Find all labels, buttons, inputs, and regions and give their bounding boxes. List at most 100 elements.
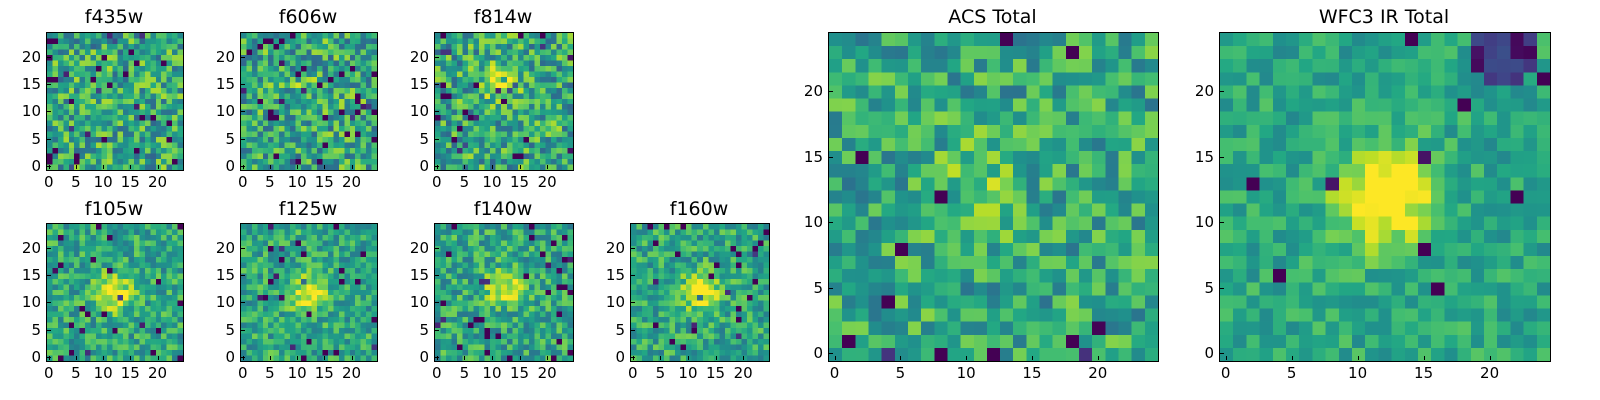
y-tick-label: 0	[31, 348, 41, 367]
x-tick-mark	[157, 165, 159, 169]
x-tick-mark	[324, 356, 326, 360]
x-tick-label: 15	[314, 364, 334, 382]
x-tick-mark	[547, 356, 549, 360]
x-tick-label: 10	[93, 364, 113, 382]
x-tick-label: 20	[537, 173, 557, 191]
x-tick-mark	[1489, 356, 1491, 360]
y-tick-mark	[1220, 222, 1224, 224]
y-tick-label: 5	[1204, 278, 1214, 297]
y-tick-label: 5	[419, 320, 429, 339]
x-tick-label: 15	[1022, 364, 1042, 382]
x-tick-label: 0	[431, 364, 442, 382]
x-tick-mark	[157, 356, 159, 360]
x-tick-mark	[130, 356, 132, 360]
panel-f105w: f105w 0 5 10 15 20 0 5 10 15 20	[0, 198, 200, 400]
y-tick-mark	[241, 329, 245, 331]
x-tick-label: 10	[1348, 364, 1368, 382]
image-frame	[240, 223, 378, 362]
y-tick-label: 10	[21, 293, 41, 312]
x-tick-mark	[1291, 356, 1293, 360]
y-tick-label: 5	[813, 278, 823, 297]
x-tick-label: 15	[510, 364, 530, 382]
x-tick-label: 10	[93, 173, 113, 191]
image-frame	[828, 32, 1159, 362]
x-tick-label: 0	[627, 364, 638, 382]
y-tick-label: 5	[225, 129, 235, 148]
y-tick-mark	[631, 275, 635, 277]
x-tick-label: 5	[459, 364, 470, 382]
panel-title: f814w	[473, 6, 533, 28]
x-tick-label: 20	[341, 173, 362, 191]
x-tick-mark	[75, 356, 77, 360]
x-tick-mark	[1097, 356, 1099, 360]
x-tick-mark	[297, 165, 299, 169]
image-frame	[46, 223, 184, 362]
y-tick-mark	[631, 247, 635, 249]
cutout-image	[47, 224, 183, 361]
y-tick-label: 20	[409, 47, 429, 66]
y-tick-mark	[241, 138, 245, 140]
x-tick-mark	[464, 165, 466, 169]
x-tick-mark	[743, 356, 745, 360]
x-tick-label: 15	[706, 364, 726, 382]
cutout-image	[47, 33, 183, 170]
y-tick-label: 0	[1204, 344, 1214, 363]
y-tick-label: 0	[813, 344, 823, 363]
y-tick-mark	[47, 302, 51, 304]
cutout-image	[829, 33, 1158, 361]
y-tick-mark	[435, 275, 439, 277]
y-tick-mark	[435, 56, 439, 58]
x-tick-mark	[519, 165, 521, 169]
panel-title: f105w	[84, 198, 144, 220]
y-tick-label: 15	[409, 266, 429, 285]
y-tick-mark	[631, 329, 635, 331]
x-tick-mark	[547, 165, 549, 169]
panel-title: f435w	[84, 6, 144, 28]
y-tick-mark	[47, 84, 51, 86]
x-tick-mark	[491, 356, 493, 360]
x-tick-mark	[130, 165, 132, 169]
panel-title: WFC3 IR Total	[1318, 6, 1450, 28]
y-tick-mark	[829, 353, 833, 355]
y-tick-mark	[631, 302, 635, 304]
y-tick-mark	[241, 275, 245, 277]
x-tick-mark	[297, 356, 299, 360]
y-tick-mark	[829, 156, 833, 158]
y-tick-label: 20	[605, 238, 625, 257]
panel-f125w: f125w 0 5 10 15 20 0 5 10 15 20	[200, 198, 400, 400]
y-tick-mark	[435, 302, 439, 304]
y-tick-label: 10	[803, 213, 823, 232]
y-tick-label: 0	[419, 348, 429, 367]
x-tick-mark	[324, 165, 326, 169]
x-tick-label: 5	[1286, 364, 1297, 382]
y-tick-label: 20	[215, 238, 235, 257]
panel-title: f125w	[278, 198, 338, 220]
y-tick-label: 0	[419, 157, 429, 176]
x-tick-label: 5	[265, 364, 275, 382]
y-tick-label: 0	[225, 157, 235, 176]
y-tick-label: 5	[31, 320, 41, 339]
image-frame	[1219, 32, 1551, 362]
y-tick-mark	[47, 247, 51, 249]
x-tick-mark	[103, 356, 105, 360]
panel-f140w: f140w 0 5 10 15 20 0 5 10 15 20	[400, 198, 600, 400]
y-tick-mark	[1220, 287, 1224, 289]
y-tick-mark	[435, 138, 439, 140]
y-tick-label: 15	[21, 75, 41, 94]
y-tick-label: 5	[225, 320, 235, 339]
panel-title: f160w	[669, 198, 729, 220]
y-tick-label: 10	[605, 293, 625, 312]
y-tick-mark	[241, 247, 245, 249]
y-tick-mark	[241, 166, 245, 168]
cutout-image	[435, 33, 573, 170]
y-tick-mark	[829, 222, 833, 224]
x-tick-mark	[1423, 356, 1425, 360]
y-tick-label: 20	[803, 82, 823, 101]
x-tick-mark	[75, 165, 77, 169]
x-tick-mark	[1031, 356, 1033, 360]
x-tick-mark	[1225, 356, 1227, 360]
y-tick-label: 20	[21, 238, 41, 257]
y-tick-label: 15	[21, 266, 41, 285]
y-tick-label: 20	[215, 47, 235, 66]
y-tick-mark	[435, 111, 439, 113]
